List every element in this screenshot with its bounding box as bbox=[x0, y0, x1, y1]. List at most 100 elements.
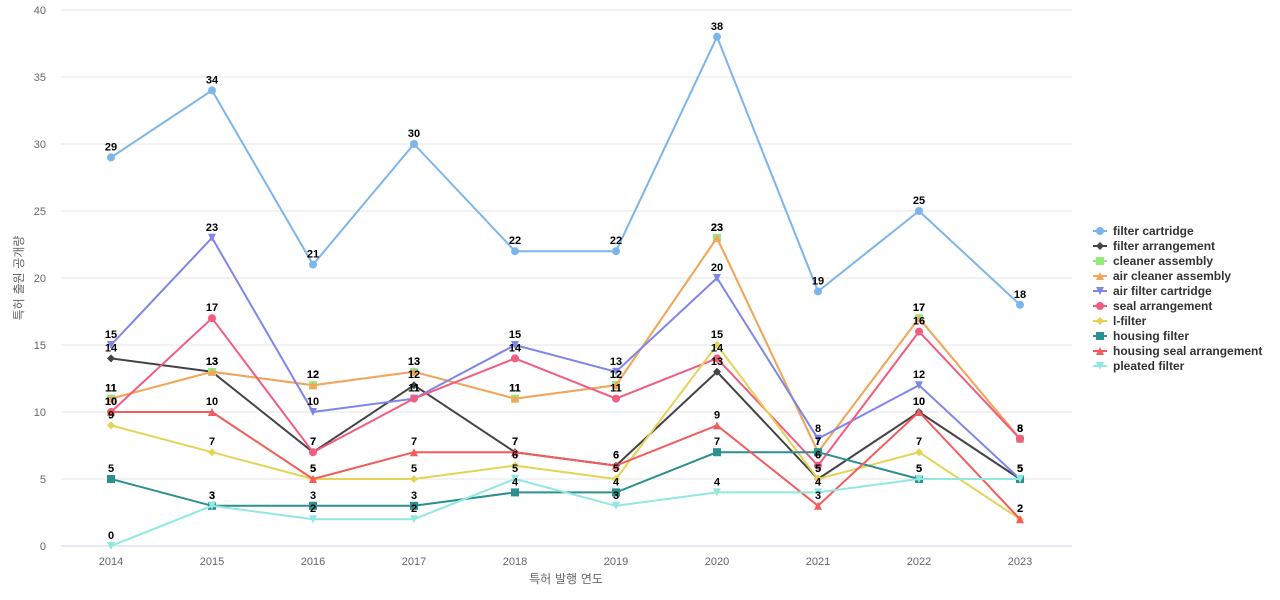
data-point bbox=[915, 207, 923, 215]
data-label: 15 bbox=[509, 329, 521, 341]
x-tick-label: 2017 bbox=[402, 556, 426, 568]
data-point bbox=[915, 475, 923, 483]
legend-item[interactable]: filter arrangement bbox=[1093, 239, 1215, 253]
y-tick-label: 15 bbox=[34, 340, 46, 352]
data-label: 5 bbox=[310, 463, 316, 475]
data-label: 3 bbox=[310, 490, 316, 502]
data-label: 5 bbox=[512, 463, 518, 475]
series-filter-cartridge bbox=[107, 32, 1024, 309]
data-point bbox=[713, 421, 721, 430]
data-label: 4 bbox=[815, 476, 822, 488]
data-label: 4 bbox=[512, 476, 519, 488]
y-tick-label: 10 bbox=[34, 407, 46, 419]
data-label: 12 bbox=[307, 369, 319, 381]
series-air-filter-cartridge bbox=[107, 233, 1024, 483]
x-tick-label: 2016 bbox=[301, 556, 325, 568]
data-label: 8 bbox=[1017, 423, 1023, 435]
series-line bbox=[110, 478, 1021, 547]
y-axis-title: 특허 출원 공개량 bbox=[12, 236, 26, 321]
data-label: 18 bbox=[1014, 289, 1026, 301]
data-label: 10 bbox=[913, 396, 925, 408]
data-label: 11 bbox=[408, 383, 420, 395]
data-label: 12 bbox=[408, 369, 420, 381]
data-label: 5 bbox=[613, 463, 619, 475]
data-point bbox=[612, 461, 620, 470]
data-point bbox=[511, 247, 519, 256]
data-label: 7 bbox=[209, 436, 215, 448]
data-label: 10 bbox=[307, 396, 319, 408]
data-label: 5 bbox=[916, 463, 922, 475]
data-point bbox=[208, 367, 216, 376]
data-label: 10 bbox=[105, 396, 117, 408]
data-point bbox=[208, 314, 216, 323]
data-label: 7 bbox=[815, 436, 821, 448]
data-label: 22 bbox=[509, 235, 521, 247]
data-point bbox=[410, 140, 418, 148]
y-tick-label: 20 bbox=[34, 273, 46, 285]
data-label: 7 bbox=[512, 436, 518, 448]
data-label: 17 bbox=[913, 302, 925, 314]
legend-label: pleated filter bbox=[1113, 359, 1185, 373]
series-l-filter bbox=[107, 341, 1024, 524]
data-label: 3 bbox=[209, 490, 215, 502]
legend-item[interactable]: cleaner assembly bbox=[1093, 254, 1213, 268]
x-tick-label: 2015 bbox=[200, 556, 224, 568]
data-point bbox=[410, 394, 418, 403]
data-point bbox=[713, 233, 721, 242]
legend-label: cleaner assembly bbox=[1113, 254, 1213, 268]
series-housing-seal-arrangement bbox=[107, 408, 1024, 524]
data-point bbox=[915, 381, 923, 390]
data-point bbox=[713, 354, 721, 363]
legend-item[interactable]: air cleaner assembly bbox=[1093, 269, 1231, 283]
data-point bbox=[309, 448, 317, 457]
legend-label: filter arrangement bbox=[1113, 239, 1215, 253]
data-point bbox=[915, 314, 923, 323]
legend-item[interactable]: housing seal arrangement bbox=[1093, 344, 1262, 358]
data-point bbox=[612, 247, 620, 256]
data-label: 5 bbox=[310, 463, 316, 475]
data-label: 7 bbox=[411, 436, 417, 448]
data-point bbox=[1016, 300, 1024, 309]
data-label: 17 bbox=[913, 302, 925, 314]
data-point bbox=[1016, 475, 1024, 483]
data-label: 5 bbox=[108, 463, 114, 475]
data-label: 14 bbox=[105, 342, 118, 354]
series-pleated-filter bbox=[107, 475, 1024, 550]
data-label: 3 bbox=[411, 490, 417, 502]
data-point bbox=[1016, 434, 1024, 443]
data-label: 7 bbox=[310, 436, 316, 448]
data-point bbox=[107, 153, 115, 162]
data-label: 13 bbox=[408, 356, 420, 368]
legend-item[interactable]: air filter cartridge bbox=[1093, 284, 1212, 298]
data-label: 3 bbox=[815, 490, 821, 502]
legend-item[interactable]: housing filter bbox=[1093, 329, 1189, 343]
data-point bbox=[208, 448, 216, 457]
y-tick-label: 35 bbox=[34, 72, 46, 84]
data-point bbox=[814, 475, 822, 483]
legend-item[interactable]: l-filter bbox=[1093, 314, 1147, 328]
legend-item[interactable]: pleated filter bbox=[1093, 359, 1185, 373]
data-label: 5 bbox=[1017, 463, 1023, 475]
data-label: 3 bbox=[613, 490, 619, 502]
data-label: 13 bbox=[206, 356, 218, 368]
data-point bbox=[713, 32, 721, 41]
legend-item[interactable]: seal arrangement bbox=[1093, 299, 1212, 313]
data-label: 10 bbox=[913, 396, 925, 408]
data-point bbox=[814, 448, 822, 457]
legend-item[interactable]: filter cartridge bbox=[1093, 224, 1194, 238]
data-label: 15 bbox=[105, 329, 117, 341]
data-label: 13 bbox=[408, 356, 420, 368]
data-label: 7 bbox=[512, 436, 518, 448]
legend-marker bbox=[1096, 287, 1104, 295]
data-label: 11 bbox=[105, 383, 117, 395]
data-label: 5 bbox=[1017, 463, 1023, 475]
data-label: 25 bbox=[913, 195, 925, 207]
data-label: 6 bbox=[613, 450, 619, 462]
data-point bbox=[915, 408, 923, 416]
data-label: 11 bbox=[610, 383, 622, 395]
data-point bbox=[511, 394, 519, 403]
x-tick-label: 2014 bbox=[99, 556, 123, 568]
